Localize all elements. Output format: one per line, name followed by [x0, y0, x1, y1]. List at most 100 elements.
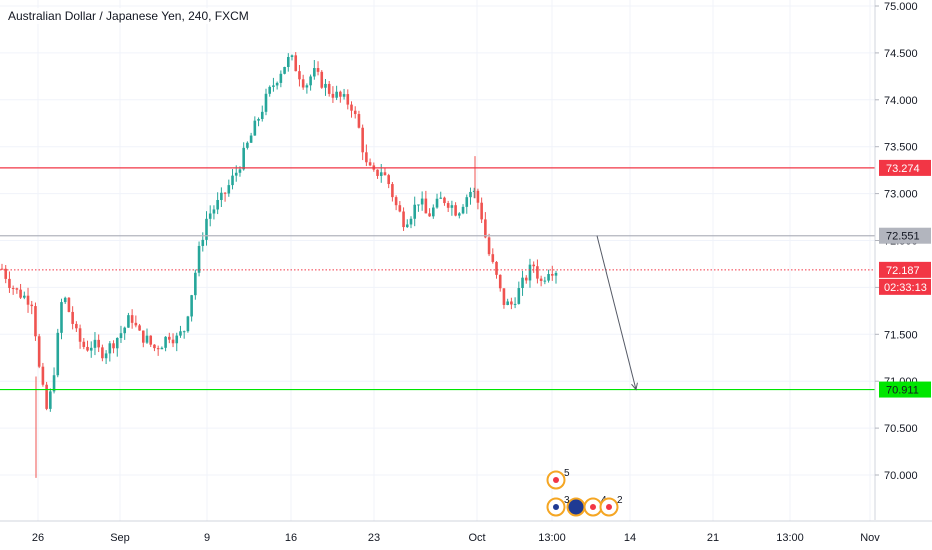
candle-body [398, 205, 402, 212]
candle-body [37, 336, 41, 367]
candle-body [179, 331, 182, 336]
candle-body [324, 83, 327, 88]
candle-body [432, 207, 435, 217]
price-tags: 73.274 72.551 72.187 70.911 02:33:13 [879, 159, 931, 398]
candle-body [409, 218, 413, 225]
candle-body [156, 348, 160, 350]
candle-body [461, 206, 465, 214]
x-tick-label: 13:00 [776, 532, 804, 544]
candle-body [82, 341, 86, 347]
candle-body [469, 191, 472, 198]
candle-body [160, 347, 164, 350]
candle-body [383, 172, 387, 176]
candle-body [175, 335, 179, 344]
candle-body [517, 288, 521, 304]
candle-body [201, 239, 205, 246]
price-tag-resistance: 73.274 [879, 159, 931, 176]
candle-body [435, 198, 439, 208]
event-count: 5 [564, 468, 570, 479]
time-axis[interactable]: 26 Sep 9 16 23 Oct 13:00 14 21 13:00 Nov [32, 532, 880, 544]
candle-body [149, 335, 153, 345]
x-tick-label: Oct [468, 532, 485, 544]
candle-body [458, 213, 461, 216]
candle-body [350, 104, 353, 111]
candle-body [335, 91, 338, 98]
candle-body [446, 203, 450, 208]
candle-body [547, 274, 550, 281]
candle-body [279, 73, 283, 83]
flag-icon [566, 497, 586, 517]
candle-body [8, 278, 11, 288]
candles [0, 52, 558, 478]
candle-body [216, 199, 219, 210]
x-tick-label: 21 [707, 532, 719, 544]
event-markers[interactable]: 5342 [546, 468, 624, 517]
candle-body [112, 343, 115, 349]
candle-body [309, 76, 312, 86]
candle-body [543, 280, 547, 282]
candle-body [34, 306, 37, 337]
candle-body [253, 120, 257, 136]
candle-body [101, 347, 104, 359]
candle-body [71, 311, 74, 324]
chart-title: Australian Dollar / Japanese Yen, 240, F… [6, 8, 251, 24]
candle-body [506, 301, 509, 305]
candle-body [491, 254, 495, 262]
candle-body [75, 323, 78, 329]
x-tick-label: 26 [32, 532, 44, 544]
x-tick-label: 16 [285, 532, 297, 544]
candle-body [379, 172, 383, 176]
candle-body [286, 56, 290, 67]
candle-body [123, 327, 126, 334]
candle-body [357, 114, 361, 128]
candle-body [238, 169, 242, 173]
candle-body [4, 268, 8, 279]
candle-body [405, 224, 409, 228]
event-marker[interactable]: 2 [599, 495, 624, 517]
candle-body [93, 339, 97, 348]
candle-body [220, 192, 223, 200]
candle-body [119, 333, 123, 339]
candle-body [402, 211, 405, 228]
horizontal-lines[interactable] [0, 167, 875, 391]
x-tick-label: Sep [110, 532, 130, 544]
candle-body [164, 336, 167, 348]
candle-body [186, 316, 190, 332]
event-count: 3 [564, 495, 570, 506]
candle-body [361, 127, 364, 153]
candle-body [498, 274, 502, 289]
candle-body [513, 303, 517, 305]
candle-body [536, 266, 539, 279]
candle-body [290, 55, 294, 57]
candle-body [249, 135, 253, 143]
svg-text:72.551: 72.551 [886, 231, 920, 243]
candle-body [550, 274, 554, 276]
candle-body [472, 190, 476, 192]
grid [0, 0, 875, 521]
event-marker[interactable]: 3 [546, 495, 586, 517]
x-tick-label: 9 [204, 532, 210, 544]
candle-body [264, 93, 268, 112]
candle-body [521, 277, 524, 289]
candle-body [60, 302, 63, 333]
candle-body [476, 190, 480, 203]
event-marker[interactable]: 5 [546, 468, 571, 490]
arrow-shaft[interactable] [596, 235, 637, 390]
candle-body [342, 94, 346, 97]
candle-body [205, 218, 208, 240]
price-axis-bg [875, 0, 932, 520]
candle-body [194, 272, 197, 296]
candle-body [454, 205, 457, 216]
candle-body [339, 91, 342, 97]
candle-body [242, 147, 245, 170]
candle-body [539, 278, 543, 281]
projection-arrow[interactable] [596, 235, 638, 391]
candle-body [23, 295, 26, 298]
candle-body [365, 152, 368, 163]
candle-body [45, 384, 48, 409]
y-tick-label: 73.000 [884, 189, 918, 201]
y-tick-label: 71.500 [884, 329, 918, 341]
candle-body [294, 55, 298, 72]
